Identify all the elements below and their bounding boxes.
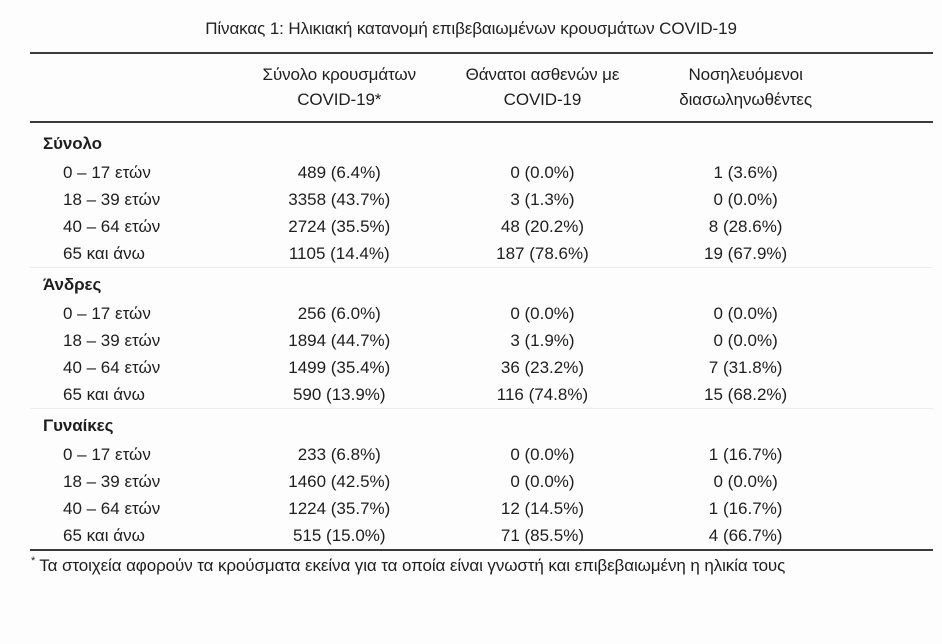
table-row: 65 και άνω 515 (15.0%) 71 (85.5%) 4 (66.… xyxy=(30,522,933,550)
table-header: Σύνολο κρουσμάτων COVID-19* Θάνατοι ασθε… xyxy=(30,53,933,123)
table-row: 65 και άνω 1105 (14.4%) 187 (78.6%) 19 (… xyxy=(30,240,933,268)
value-cell: 1894 (44.7%) xyxy=(288,330,391,350)
value-cell: 590 (13.9%) xyxy=(292,384,386,404)
table-row: 40 – 64 ετών 1499 (35.4%) 36 (23.2%) 7 (… xyxy=(30,354,933,381)
value-cell: 0 (0.0%) xyxy=(713,330,778,350)
age-label: 65 και άνω xyxy=(63,384,145,404)
spacer-cell xyxy=(847,354,933,381)
age-label: 65 και άνω xyxy=(63,243,145,263)
age-label: 18 – 39 ετών xyxy=(63,330,161,350)
value-cell: 515 (15.0%) xyxy=(292,525,386,545)
value-cell: 0 (0.0%) xyxy=(713,189,778,209)
spacer-cell xyxy=(847,240,933,268)
footnote: * Τα στοιχεία αφορούν τα κρούσματα εκείνα… xyxy=(31,555,942,576)
value-cell: 233 (6.8%) xyxy=(297,444,381,464)
value-cell: 489 (6.4%) xyxy=(297,162,381,182)
value-cell: 48 (20.2%) xyxy=(500,216,585,236)
age-label: 40 – 64 ετών xyxy=(63,357,161,377)
table-row: 0 – 17 ετών 489 (6.4%) 0 (0.0%) 1 (3.6%) xyxy=(30,159,933,186)
table-row: 65 και άνω 590 (13.9%) 116 (74.8%) 15 (6… xyxy=(30,381,933,409)
age-label: 40 – 64 ετών xyxy=(63,498,161,518)
value-cell: 15 (68.2%) xyxy=(704,384,788,404)
table-row: 0 – 17 ετών 256 (6.0%) 0 (0.0%) 0 (0.0%) xyxy=(30,300,933,327)
col-header-line: COVID-19 xyxy=(503,90,582,109)
value-cell: 1460 (42.5%) xyxy=(288,471,391,491)
value-cell: 0 (0.0%) xyxy=(510,303,575,323)
col-header-deaths: Θάνατοι ασθενών με COVID-19 xyxy=(440,53,645,123)
section-label: Σύνολο xyxy=(43,134,102,153)
value-cell: 0 (0.0%) xyxy=(713,471,778,491)
value-cell: 4 (66.7%) xyxy=(708,525,783,545)
value-cell: 12 (14.5%) xyxy=(500,498,585,518)
value-cell: 0 (0.0%) xyxy=(510,444,575,464)
value-cell: 1 (3.6%) xyxy=(713,162,778,182)
value-cell: 1 (16.7%) xyxy=(708,444,783,464)
footnote-text: Τα στοιχεία αφορούν τα κρούσματα εκείνα … xyxy=(39,556,786,575)
age-label: 18 – 39 ετών xyxy=(63,189,161,209)
age-label: 0 – 17 ετών xyxy=(63,444,151,464)
value-cell: 8 (28.6%) xyxy=(708,216,783,236)
value-cell: 71 (85.5%) xyxy=(500,525,585,545)
spacer-cell xyxy=(847,495,933,522)
spacer-cell xyxy=(847,468,933,495)
value-cell: 3358 (43.7%) xyxy=(288,189,391,209)
col-header-line: COVID-19* xyxy=(297,90,382,109)
section-header-men: Άνδρες xyxy=(30,267,933,300)
age-label: 18 – 39 ετών xyxy=(63,471,161,491)
table-row: 40 – 64 ετών 2724 (35.5%) 48 (20.2%) 8 (… xyxy=(30,213,933,240)
section-header-total: Σύνολο xyxy=(30,122,933,159)
section-label: Άνδρες xyxy=(30,267,933,300)
section-label: Γυναίκες xyxy=(30,408,933,441)
table-row: 40 – 64 ετών 1224 (35.7%) 12 (14.5%) 1 (… xyxy=(30,495,933,522)
table-title: Πίνακας 1: Ηλικιακή κατανομή επιβεβαιωμέ… xyxy=(205,19,737,38)
col-header-line: διασωληνωθέντες xyxy=(679,90,812,109)
age-label: 0 – 17 ετών xyxy=(63,303,151,323)
value-cell: 116 (74.8%) xyxy=(496,384,589,404)
spacer-cell xyxy=(847,327,933,354)
value-cell: 3 (1.3%) xyxy=(510,189,575,209)
section-header-women: Γυναίκες xyxy=(30,408,933,441)
age-label: 65 και άνω xyxy=(63,525,145,545)
value-cell: 36 (23.2%) xyxy=(500,357,585,377)
value-cell: 187 (78.6%) xyxy=(496,243,589,263)
value-cell: 2724 (35.5%) xyxy=(288,216,391,236)
corner-cell xyxy=(30,53,238,123)
value-cell: 19 (67.9%) xyxy=(704,243,788,263)
spacer-cell xyxy=(847,441,933,468)
value-cell: 0 (0.0%) xyxy=(713,303,778,323)
value-cell: 1105 (14.4%) xyxy=(288,243,390,263)
col-header-line: Σύνολο κρουσμάτων xyxy=(262,65,417,84)
col-header-line: Θάνατοι ασθενών με xyxy=(465,65,620,84)
spacer-cell xyxy=(847,522,933,550)
table-row: 18 – 39 ετών 1460 (42.5%) 0 (0.0%) 0 (0.… xyxy=(30,468,933,495)
table-row: 18 – 39 ετών 3358 (43.7%) 3 (1.3%) 0 (0.… xyxy=(30,186,933,213)
age-label: 40 – 64 ετών xyxy=(63,216,161,236)
col-header-intubated: Νοσηλευόμενοι διασωληνωθέντες xyxy=(644,53,848,123)
value-cell: 0 (0.0%) xyxy=(510,162,575,182)
value-cell: 0 (0.0%) xyxy=(510,471,575,491)
table-row: 18 – 39 ετών 1894 (44.7%) 3 (1.9%) 0 (0.… xyxy=(30,327,933,354)
value-cell: 1224 (35.7%) xyxy=(288,498,391,518)
col-header-line: Νοσηλευόμενοι xyxy=(688,65,803,84)
value-cell: 256 (6.0%) xyxy=(297,303,381,323)
value-cell: 7 (31.8%) xyxy=(708,357,783,377)
value-cell: 1499 (35.4%) xyxy=(288,357,391,377)
value-cell: 1 (16.7%) xyxy=(708,498,783,518)
spacer-cell xyxy=(847,159,933,186)
age-label: 0 – 17 ετών xyxy=(63,162,151,182)
spacer-cell xyxy=(847,300,933,327)
spacer-cell xyxy=(847,213,933,240)
footnote-marker: * xyxy=(31,555,36,567)
table-row: 0 – 17 ετών 233 (6.8%) 0 (0.0%) 1 (16.7%… xyxy=(30,441,933,468)
value-cell: 3 (1.9%) xyxy=(510,330,575,350)
covid-age-distribution-table: Σύνολο κρουσμάτων COVID-19* Θάνατοι ασθε… xyxy=(30,52,933,551)
spacer-cell xyxy=(847,53,933,123)
col-header-total-cases: Σύνολο κρουσμάτων COVID-19* xyxy=(237,53,441,123)
spacer-cell xyxy=(847,381,933,409)
spacer-cell xyxy=(847,186,933,213)
